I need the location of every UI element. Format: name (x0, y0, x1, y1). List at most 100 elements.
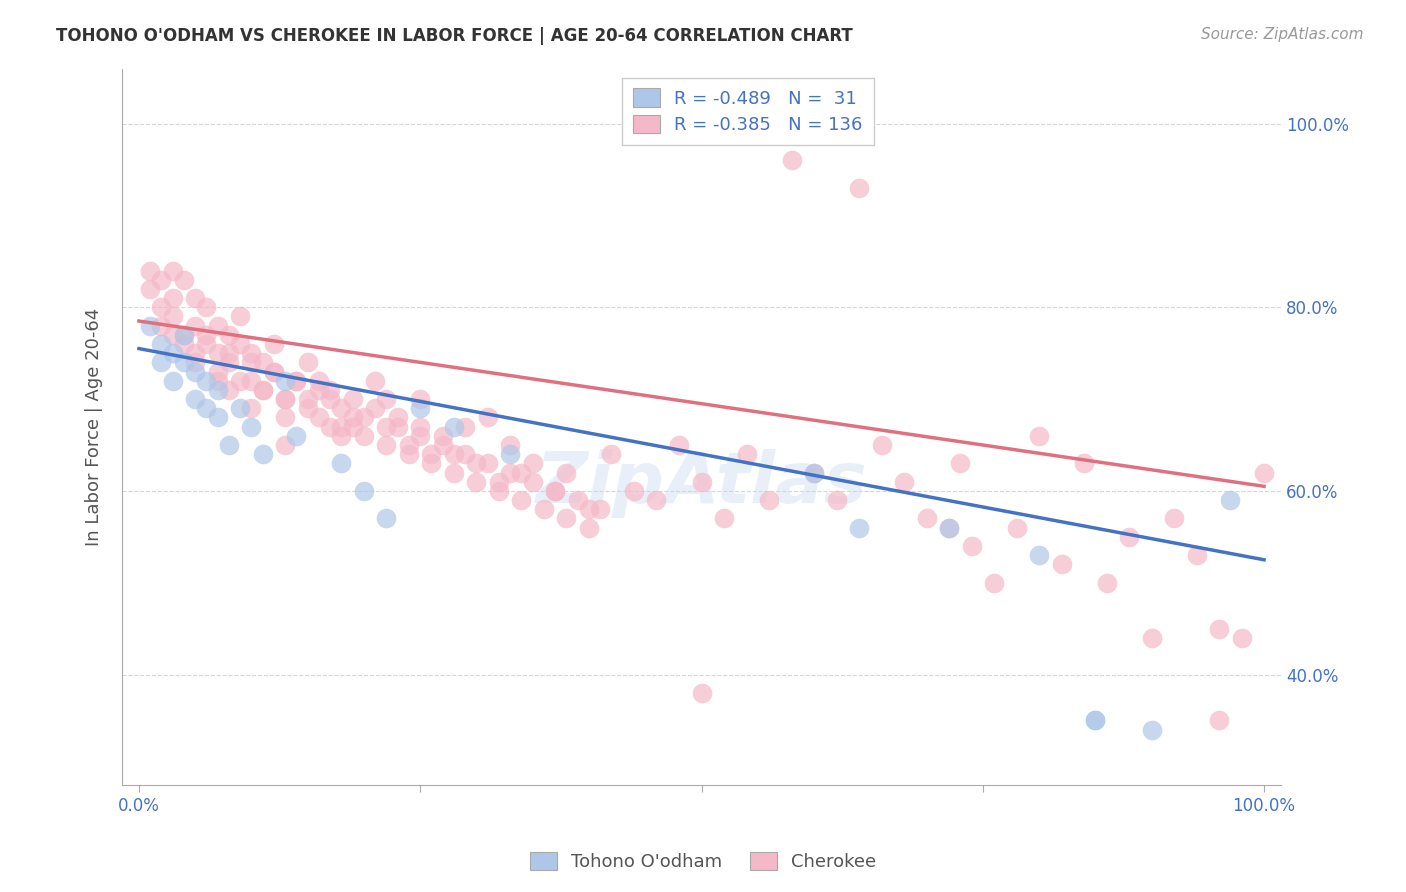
Point (308, 374, 330, 388)
Point (522, 456, 544, 470)
Point (387, 419, 409, 434)
Point (1028, 429, 1050, 443)
Point (139, 318, 162, 333)
Point (240, 401, 263, 416)
Point (960, 539, 983, 553)
Point (162, 327, 184, 342)
Point (454, 419, 477, 434)
Point (263, 365, 285, 379)
Point (173, 327, 195, 342)
Point (544, 483, 567, 498)
Point (443, 419, 465, 434)
Point (229, 401, 252, 416)
Point (319, 383, 342, 397)
Point (252, 383, 274, 397)
Point (353, 483, 375, 498)
Point (443, 466, 465, 480)
Point (465, 456, 488, 470)
Point (870, 438, 893, 452)
Point (263, 365, 285, 379)
Point (353, 410, 375, 425)
Point (184, 365, 207, 379)
Point (229, 310, 252, 324)
Point (184, 392, 207, 406)
Point (735, 447, 758, 461)
Point (938, 521, 960, 535)
Point (150, 273, 173, 287)
Point (150, 337, 173, 351)
Point (330, 401, 353, 416)
Point (668, 438, 690, 452)
Text: Source: ZipAtlas.com: Source: ZipAtlas.com (1201, 27, 1364, 42)
Point (1208, 622, 1230, 636)
Point (150, 355, 173, 369)
Point (319, 419, 342, 434)
Point (375, 419, 398, 434)
Point (285, 374, 308, 388)
Point (915, 511, 938, 525)
Point (409, 429, 432, 443)
Point (938, 521, 960, 535)
Point (240, 419, 263, 434)
Point (218, 355, 240, 369)
Point (364, 401, 387, 416)
Point (499, 447, 522, 461)
Point (342, 410, 364, 425)
Point (162, 263, 184, 277)
Point (252, 355, 274, 369)
Point (207, 318, 229, 333)
Point (184, 346, 207, 360)
Point (409, 419, 432, 434)
Point (398, 447, 420, 461)
Point (713, 511, 735, 525)
Point (195, 374, 218, 388)
Point (499, 438, 522, 452)
Point (184, 355, 207, 369)
Point (387, 410, 409, 425)
Point (1050, 558, 1073, 572)
Point (240, 355, 263, 369)
Point (409, 401, 432, 416)
Point (274, 374, 297, 388)
Point (150, 318, 173, 333)
Point (173, 327, 195, 342)
Point (443, 447, 465, 461)
Point (319, 392, 342, 406)
Text: ZipAtlas: ZipAtlas (536, 450, 868, 518)
Point (229, 337, 252, 351)
Point (330, 429, 353, 443)
Point (398, 438, 420, 452)
Point (274, 392, 297, 406)
Point (274, 410, 297, 425)
Point (195, 327, 218, 342)
Point (510, 466, 533, 480)
Point (1140, 723, 1163, 737)
Point (544, 483, 567, 498)
Point (162, 346, 184, 360)
Point (645, 493, 668, 508)
Point (555, 511, 578, 525)
Point (342, 419, 364, 434)
Point (1084, 714, 1107, 728)
Point (342, 392, 364, 406)
Point (330, 456, 353, 470)
Point (1095, 575, 1118, 590)
Point (162, 374, 184, 388)
Point (173, 337, 195, 351)
Point (420, 456, 443, 470)
Text: TOHONO O'ODHAM VS CHEROKEE IN LABOR FORCE | AGE 20-64 CORRELATION CHART: TOHONO O'ODHAM VS CHEROKEE IN LABOR FORC… (56, 27, 853, 45)
Point (364, 374, 387, 388)
Point (432, 438, 454, 452)
Point (297, 401, 319, 416)
Point (375, 392, 398, 406)
Point (432, 429, 454, 443)
Point (1253, 466, 1275, 480)
Point (297, 355, 319, 369)
Point (454, 447, 477, 461)
Point (252, 447, 274, 461)
Point (589, 502, 612, 516)
Point (297, 392, 319, 406)
Point (1084, 714, 1107, 728)
Point (409, 392, 432, 406)
Point (173, 355, 195, 369)
